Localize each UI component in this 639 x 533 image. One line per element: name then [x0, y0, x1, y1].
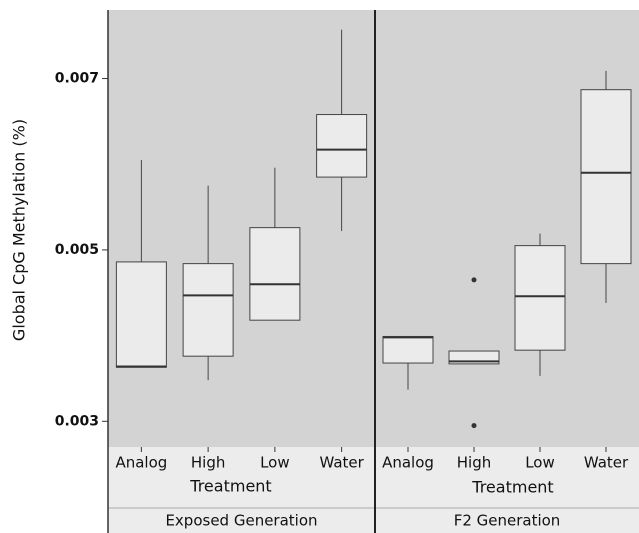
- outlier: [471, 277, 477, 283]
- x-tick-label: High: [191, 454, 225, 472]
- outlier: [471, 423, 477, 429]
- strip-label: Exposed Generation: [165, 512, 317, 530]
- box: [514, 245, 566, 351]
- x-tick-label: Low: [260, 454, 290, 472]
- box: [249, 227, 301, 321]
- box: [382, 335, 434, 364]
- x-tick-label: High: [457, 454, 491, 472]
- plot-panel: [108, 10, 639, 447]
- x-tick-label: Analog: [115, 454, 167, 472]
- y-axis-label: Global CpG Methylation (%): [10, 119, 29, 341]
- box: [316, 114, 368, 178]
- x-tick-label: Water: [584, 454, 629, 472]
- box: [182, 263, 234, 357]
- x-axis-label: Treatment: [471, 478, 553, 497]
- x-tick-label: Low: [525, 454, 555, 472]
- y-tick-label: 0.005: [55, 242, 99, 258]
- x-axis-label: Treatment: [189, 477, 271, 496]
- facet-footer: [108, 447, 639, 533]
- box: [580, 89, 632, 265]
- y-tick-label: 0.007: [55, 71, 99, 87]
- x-tick-label: Water: [319, 454, 364, 472]
- x-tick-label: Analog: [382, 454, 434, 472]
- y-tick-label: 0.003: [55, 413, 99, 429]
- strip-label: F2 Generation: [454, 512, 561, 530]
- box: [115, 261, 167, 368]
